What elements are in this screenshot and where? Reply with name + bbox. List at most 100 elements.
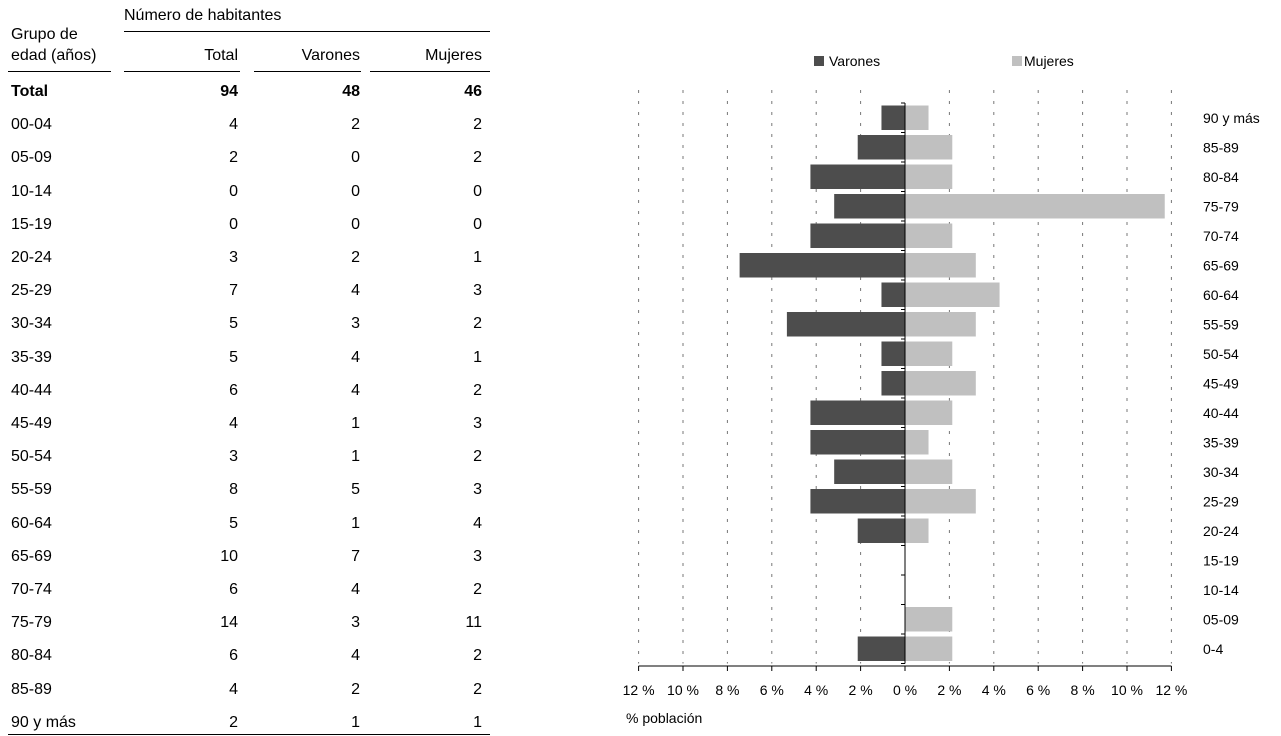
cell-group: 05-09 <box>11 149 52 167</box>
cell-total: 10 <box>220 547 238 565</box>
x-tick-label: 2 % <box>937 682 961 698</box>
cell-female: 2 <box>473 381 482 399</box>
category-label: 15-19 <box>1203 552 1239 568</box>
cell-group: 45-49 <box>11 415 52 432</box>
cell-female: 11 <box>465 614 482 632</box>
bar-female <box>905 371 976 396</box>
bar-female <box>905 135 953 160</box>
cell-total: 6 <box>229 581 238 598</box>
category-label: 35-39 <box>1203 434 1239 450</box>
cell-female: 0 <box>473 182 482 200</box>
cell-female: 2 <box>473 116 482 134</box>
header-male: Varones <box>301 47 360 64</box>
cell-group: 75-79 <box>11 614 52 632</box>
cell-female: 2 <box>473 149 482 167</box>
cell-male: 2 <box>351 116 360 134</box>
cell-group: 70-74 <box>11 581 52 598</box>
bar-female <box>905 253 976 278</box>
bar-male <box>857 135 905 160</box>
header-group-line2: edad (años) <box>11 47 97 64</box>
category-label: 90 y más <box>1203 110 1260 126</box>
cell-female: 2 <box>473 315 482 333</box>
cell-male: 1 <box>351 448 360 466</box>
cell-total: 4 <box>229 116 238 134</box>
cell-male: 1 <box>351 415 360 432</box>
bar-female <box>905 489 976 514</box>
cell-male: 4 <box>351 647 360 665</box>
cell-female: 46 <box>464 83 482 100</box>
category-label: 55-59 <box>1203 316 1239 332</box>
cell-total: 3 <box>229 448 238 466</box>
cell-male: 4 <box>351 381 360 399</box>
cell-total: 6 <box>229 381 238 399</box>
cell-group: 15-19 <box>11 215 52 233</box>
category-label: 75-79 <box>1203 198 1239 214</box>
cell-group: 90 y más <box>11 713 76 731</box>
cell-group: 00-04 <box>11 116 52 134</box>
cell-female: 2 <box>473 581 482 598</box>
x-tick-label: 4 % <box>982 682 1006 698</box>
header-rule-female <box>370 71 490 72</box>
category-label: 05-09 <box>1203 611 1239 627</box>
bar-male <box>881 341 905 366</box>
cell-male: 48 <box>342 83 360 100</box>
cell-total: 5 <box>229 348 238 366</box>
category-label: 85-89 <box>1203 139 1239 155</box>
bar-male <box>881 371 905 396</box>
category-label: 45-49 <box>1203 375 1239 391</box>
cell-total: 14 <box>220 614 238 632</box>
cell-group: 50-54 <box>11 448 52 466</box>
population-table: Grupo de edad (años) Número de habitante… <box>0 0 492 736</box>
header-rule-total <box>124 71 240 72</box>
cell-male: 3 <box>351 614 360 632</box>
legend-swatch-female <box>1012 56 1022 66</box>
category-label: 80-84 <box>1203 169 1239 185</box>
cell-female: 1 <box>473 713 482 731</box>
cell-male: 2 <box>351 249 360 266</box>
header-rule-group <box>8 71 111 72</box>
cell-male: 7 <box>351 547 360 565</box>
legend-label-female: Mujeres <box>1024 53 1074 69</box>
cell-female: 2 <box>473 647 482 665</box>
bar-female <box>905 518 929 543</box>
bar-female <box>905 164 953 189</box>
category-label: 40-44 <box>1203 405 1239 421</box>
bar-male <box>810 223 905 248</box>
cell-female: 0 <box>473 215 482 233</box>
x-tick-label: 2 % <box>849 682 873 698</box>
category-label: 25-29 <box>1203 493 1239 509</box>
x-tick-label: 10 % <box>667 682 699 698</box>
cell-group: 80-84 <box>11 647 52 665</box>
cell-total: 7 <box>229 282 238 300</box>
cell-group: Total <box>11 83 49 100</box>
header-total: Total <box>204 47 238 64</box>
bar-male <box>857 636 905 661</box>
cell-female: 3 <box>473 481 482 499</box>
cell-group: 35-39 <box>11 348 52 366</box>
bar-female <box>905 341 953 366</box>
bar-female <box>905 105 929 130</box>
cell-total: 8 <box>229 481 238 499</box>
cell-group: 40-44 <box>11 381 52 399</box>
header-underline <box>124 31 490 32</box>
cell-total: 3 <box>229 249 238 266</box>
category-label: 60-64 <box>1203 287 1239 303</box>
bar-female <box>905 282 1000 307</box>
cell-total: 4 <box>229 415 238 432</box>
cell-female: 3 <box>473 415 482 432</box>
cell-total: 5 <box>229 315 238 333</box>
bar-female <box>905 607 953 632</box>
x-tick-label: 6 % <box>760 682 784 698</box>
cell-total: 4 <box>229 680 238 698</box>
bar-male <box>810 164 905 189</box>
cell-group: 85-89 <box>11 680 52 698</box>
bar-male <box>881 105 905 130</box>
cell-male: 0 <box>351 182 360 200</box>
table-bottom-rule <box>8 734 490 735</box>
cell-group: 55-59 <box>11 481 52 499</box>
cell-total: 2 <box>229 149 238 167</box>
cell-female: 2 <box>473 680 482 698</box>
category-label: 50-54 <box>1203 346 1239 362</box>
cell-male: 1 <box>351 514 360 532</box>
cell-male: 3 <box>351 315 360 333</box>
